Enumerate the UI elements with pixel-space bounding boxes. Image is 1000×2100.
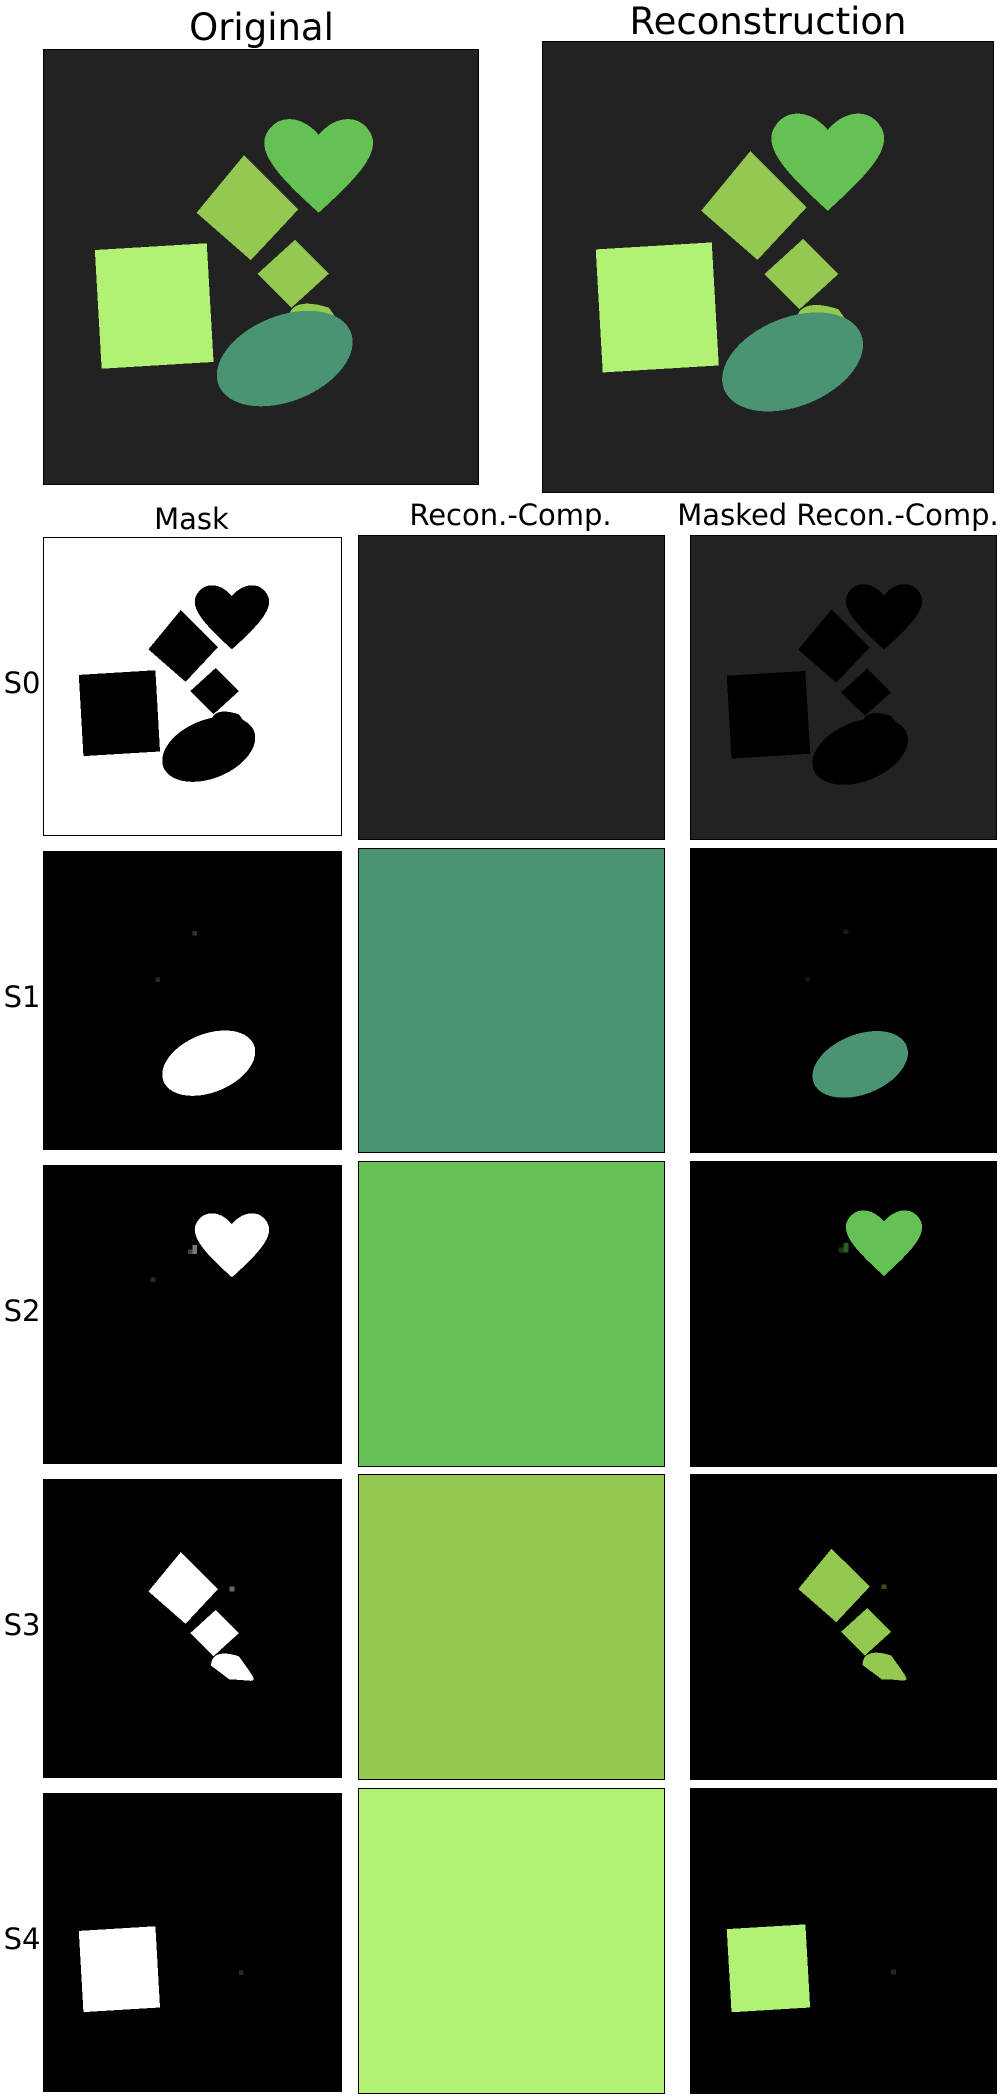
mask-s0 — [43, 537, 342, 836]
recon-comp-s2 — [358, 1161, 665, 1467]
column-header-recon-comp: Recon.-Comp. — [409, 498, 612, 532]
row-label-s2: S2 — [3, 1294, 41, 1328]
reconstruction-title: Reconstruction — [629, 0, 907, 43]
reconstruction-image — [542, 41, 994, 493]
row-label-s0: S0 — [3, 666, 41, 700]
masked-recon-comp-s4 — [690, 1788, 997, 2094]
row-label-s4: S4 — [3, 1922, 41, 1956]
column-header-mask: Mask — [154, 502, 229, 536]
recon-comp-s0 — [358, 535, 665, 840]
masked-recon-comp-s0 — [690, 535, 997, 840]
column-header-masked-recon-comp: Masked Recon.-Comp. — [677, 498, 999, 532]
mask-s2 — [43, 1165, 342, 1464]
mask-s3 — [43, 1479, 342, 1778]
row-label-s3: S3 — [3, 1608, 41, 1642]
original-title: Original — [189, 6, 334, 49]
recon-comp-s1 — [358, 848, 665, 1153]
masked-recon-comp-s3 — [690, 1474, 997, 1780]
row-label-s1: S1 — [3, 980, 41, 1014]
recon-comp-s3 — [358, 1474, 665, 1780]
mask-s1 — [43, 851, 342, 1150]
masked-recon-comp-s2 — [690, 1161, 997, 1467]
recon-comp-s4 — [358, 1788, 665, 2094]
original-image — [43, 49, 479, 485]
masked-recon-comp-s1 — [690, 848, 997, 1153]
mask-s4 — [43, 1793, 342, 2092]
